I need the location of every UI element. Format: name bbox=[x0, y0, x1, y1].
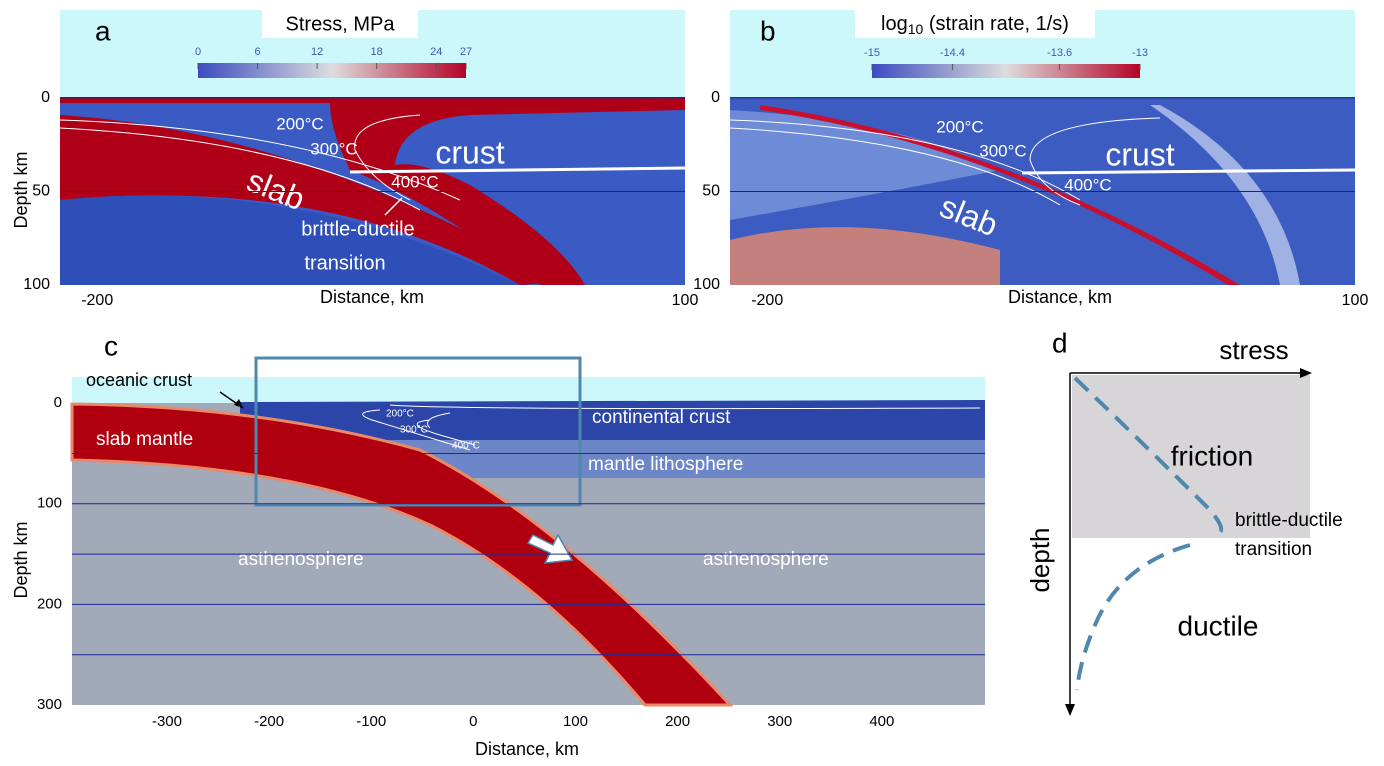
y-tick-label: 0 bbox=[54, 394, 62, 411]
colorbar-title-part: log bbox=[881, 13, 908, 35]
x-tick-label: 100 bbox=[672, 292, 699, 309]
x-tick-label: -200 bbox=[254, 713, 284, 730]
isotherm-label: 200°C bbox=[936, 117, 983, 136]
sky bbox=[72, 377, 985, 403]
x-tick-label: 200 bbox=[665, 713, 690, 730]
x-tick-label: -200 bbox=[81, 292, 113, 309]
region-label: asthenosphere bbox=[703, 549, 829, 570]
x-tick-label: -100 bbox=[356, 713, 386, 730]
region-label: slab mantle bbox=[96, 429, 193, 450]
y-tick-label: 50 bbox=[32, 183, 50, 200]
colorbar bbox=[872, 64, 1140, 78]
colorbar-tick-label: -13.6 bbox=[1047, 47, 1072, 59]
y-tick-label: 300 bbox=[37, 696, 62, 713]
crust-label: crust bbox=[435, 134, 504, 170]
panel-d: d stress depth friction brittle-ductile … bbox=[1025, 327, 1343, 716]
zone-label: brittle-ductile bbox=[1235, 510, 1343, 531]
colorbar-title-part: 10 bbox=[908, 21, 924, 37]
colorbar-tick-label: 0 bbox=[195, 46, 201, 58]
x-tick-label: 400 bbox=[869, 713, 894, 730]
region-label: asthenosphere bbox=[238, 549, 364, 570]
transition-label: brittle-ductile bbox=[301, 218, 414, 240]
zone-label: ductile bbox=[1178, 610, 1259, 641]
x-tick-label: -300 bbox=[152, 713, 182, 730]
colorbar-tick-label: -15 bbox=[864, 47, 880, 59]
colorbar bbox=[198, 63, 466, 78]
panel-letter: b bbox=[760, 15, 776, 46]
colorbar-tick-label: -14.4 bbox=[940, 47, 965, 59]
colorbar-tick-label: 6 bbox=[254, 46, 260, 58]
y-tick-label: 100 bbox=[23, 276, 50, 293]
y-axis-label: Depth km bbox=[11, 151, 31, 228]
colorbar-tick-label: 12 bbox=[311, 46, 323, 58]
panel-c: c oceanic crust slab mantle continental … bbox=[11, 330, 985, 758]
x-tick-label: 0 bbox=[469, 713, 477, 730]
x-axis-label: Distance, km bbox=[1008, 287, 1112, 307]
region-label: continental crust bbox=[592, 407, 731, 428]
x-axis-label: Distance, km bbox=[475, 739, 579, 759]
zone-label: transition bbox=[1235, 539, 1312, 560]
x-tick-label: 100 bbox=[563, 713, 588, 730]
panel-a: Stress, MPa a 200°C 300°C 400°C crust sl… bbox=[11, 10, 685, 307]
sky-patch bbox=[60, 10, 265, 38]
isotherm-label: 300°C bbox=[979, 141, 1026, 160]
crust-label: crust bbox=[1105, 136, 1174, 172]
axis-label: depth bbox=[1025, 527, 1055, 592]
axis-label: stress bbox=[1219, 335, 1288, 365]
panel-letter: a bbox=[95, 15, 111, 46]
isotherm-label: 300°C bbox=[400, 425, 428, 436]
y-tick-label: 0 bbox=[711, 89, 720, 106]
colorbar-tick-label: 24 bbox=[430, 46, 442, 58]
colorbar-tick-label: 18 bbox=[371, 46, 383, 58]
panel-b: log10 (strain rate, 1/s) b 200°C 300°C 4… bbox=[730, 10, 1355, 307]
figure: Stress, MPa a 200°C 300°C 400°C crust sl… bbox=[0, 0, 1384, 766]
region-label: oceanic crust bbox=[86, 370, 192, 390]
colorbar-tick-label: 27 bbox=[460, 46, 472, 58]
isotherm-label: 400°C bbox=[391, 172, 438, 191]
y-tick-label: 0 bbox=[41, 89, 50, 106]
isotherm-label: 300°C bbox=[310, 139, 357, 158]
stress-profile bbox=[1077, 545, 1190, 690]
zone-label: friction bbox=[1171, 440, 1253, 471]
isotherm-label: 200°C bbox=[386, 409, 414, 420]
y-tick-label: 200 bbox=[37, 595, 62, 612]
y-axis-label: Depth km bbox=[11, 521, 31, 598]
isotherm-label: 400°C bbox=[452, 441, 480, 452]
panel-letter: d bbox=[1052, 327, 1068, 358]
region-label: mantle lithosphere bbox=[588, 454, 743, 475]
arrow-head bbox=[1065, 704, 1075, 716]
colorbar-tick-label: -13 bbox=[1132, 47, 1148, 59]
isotherm-label: 200°C bbox=[276, 114, 323, 133]
x-tick-label: 300 bbox=[767, 713, 792, 730]
panel-letter: c bbox=[104, 330, 118, 361]
colorbar-title-part: (strain rate, 1/s) bbox=[923, 13, 1069, 35]
x-tick-label: -200 bbox=[751, 292, 783, 309]
y-tick-label: 100 bbox=[693, 276, 720, 293]
x-axis-label: Distance, km bbox=[320, 287, 424, 307]
y-tick-label: 50 bbox=[702, 183, 720, 200]
colorbar-title: Stress, MPa bbox=[286, 13, 396, 35]
x-tick-label: 100 bbox=[1342, 292, 1369, 309]
y-tick-label: 100 bbox=[37, 495, 62, 512]
transition-label: transition bbox=[304, 252, 385, 274]
